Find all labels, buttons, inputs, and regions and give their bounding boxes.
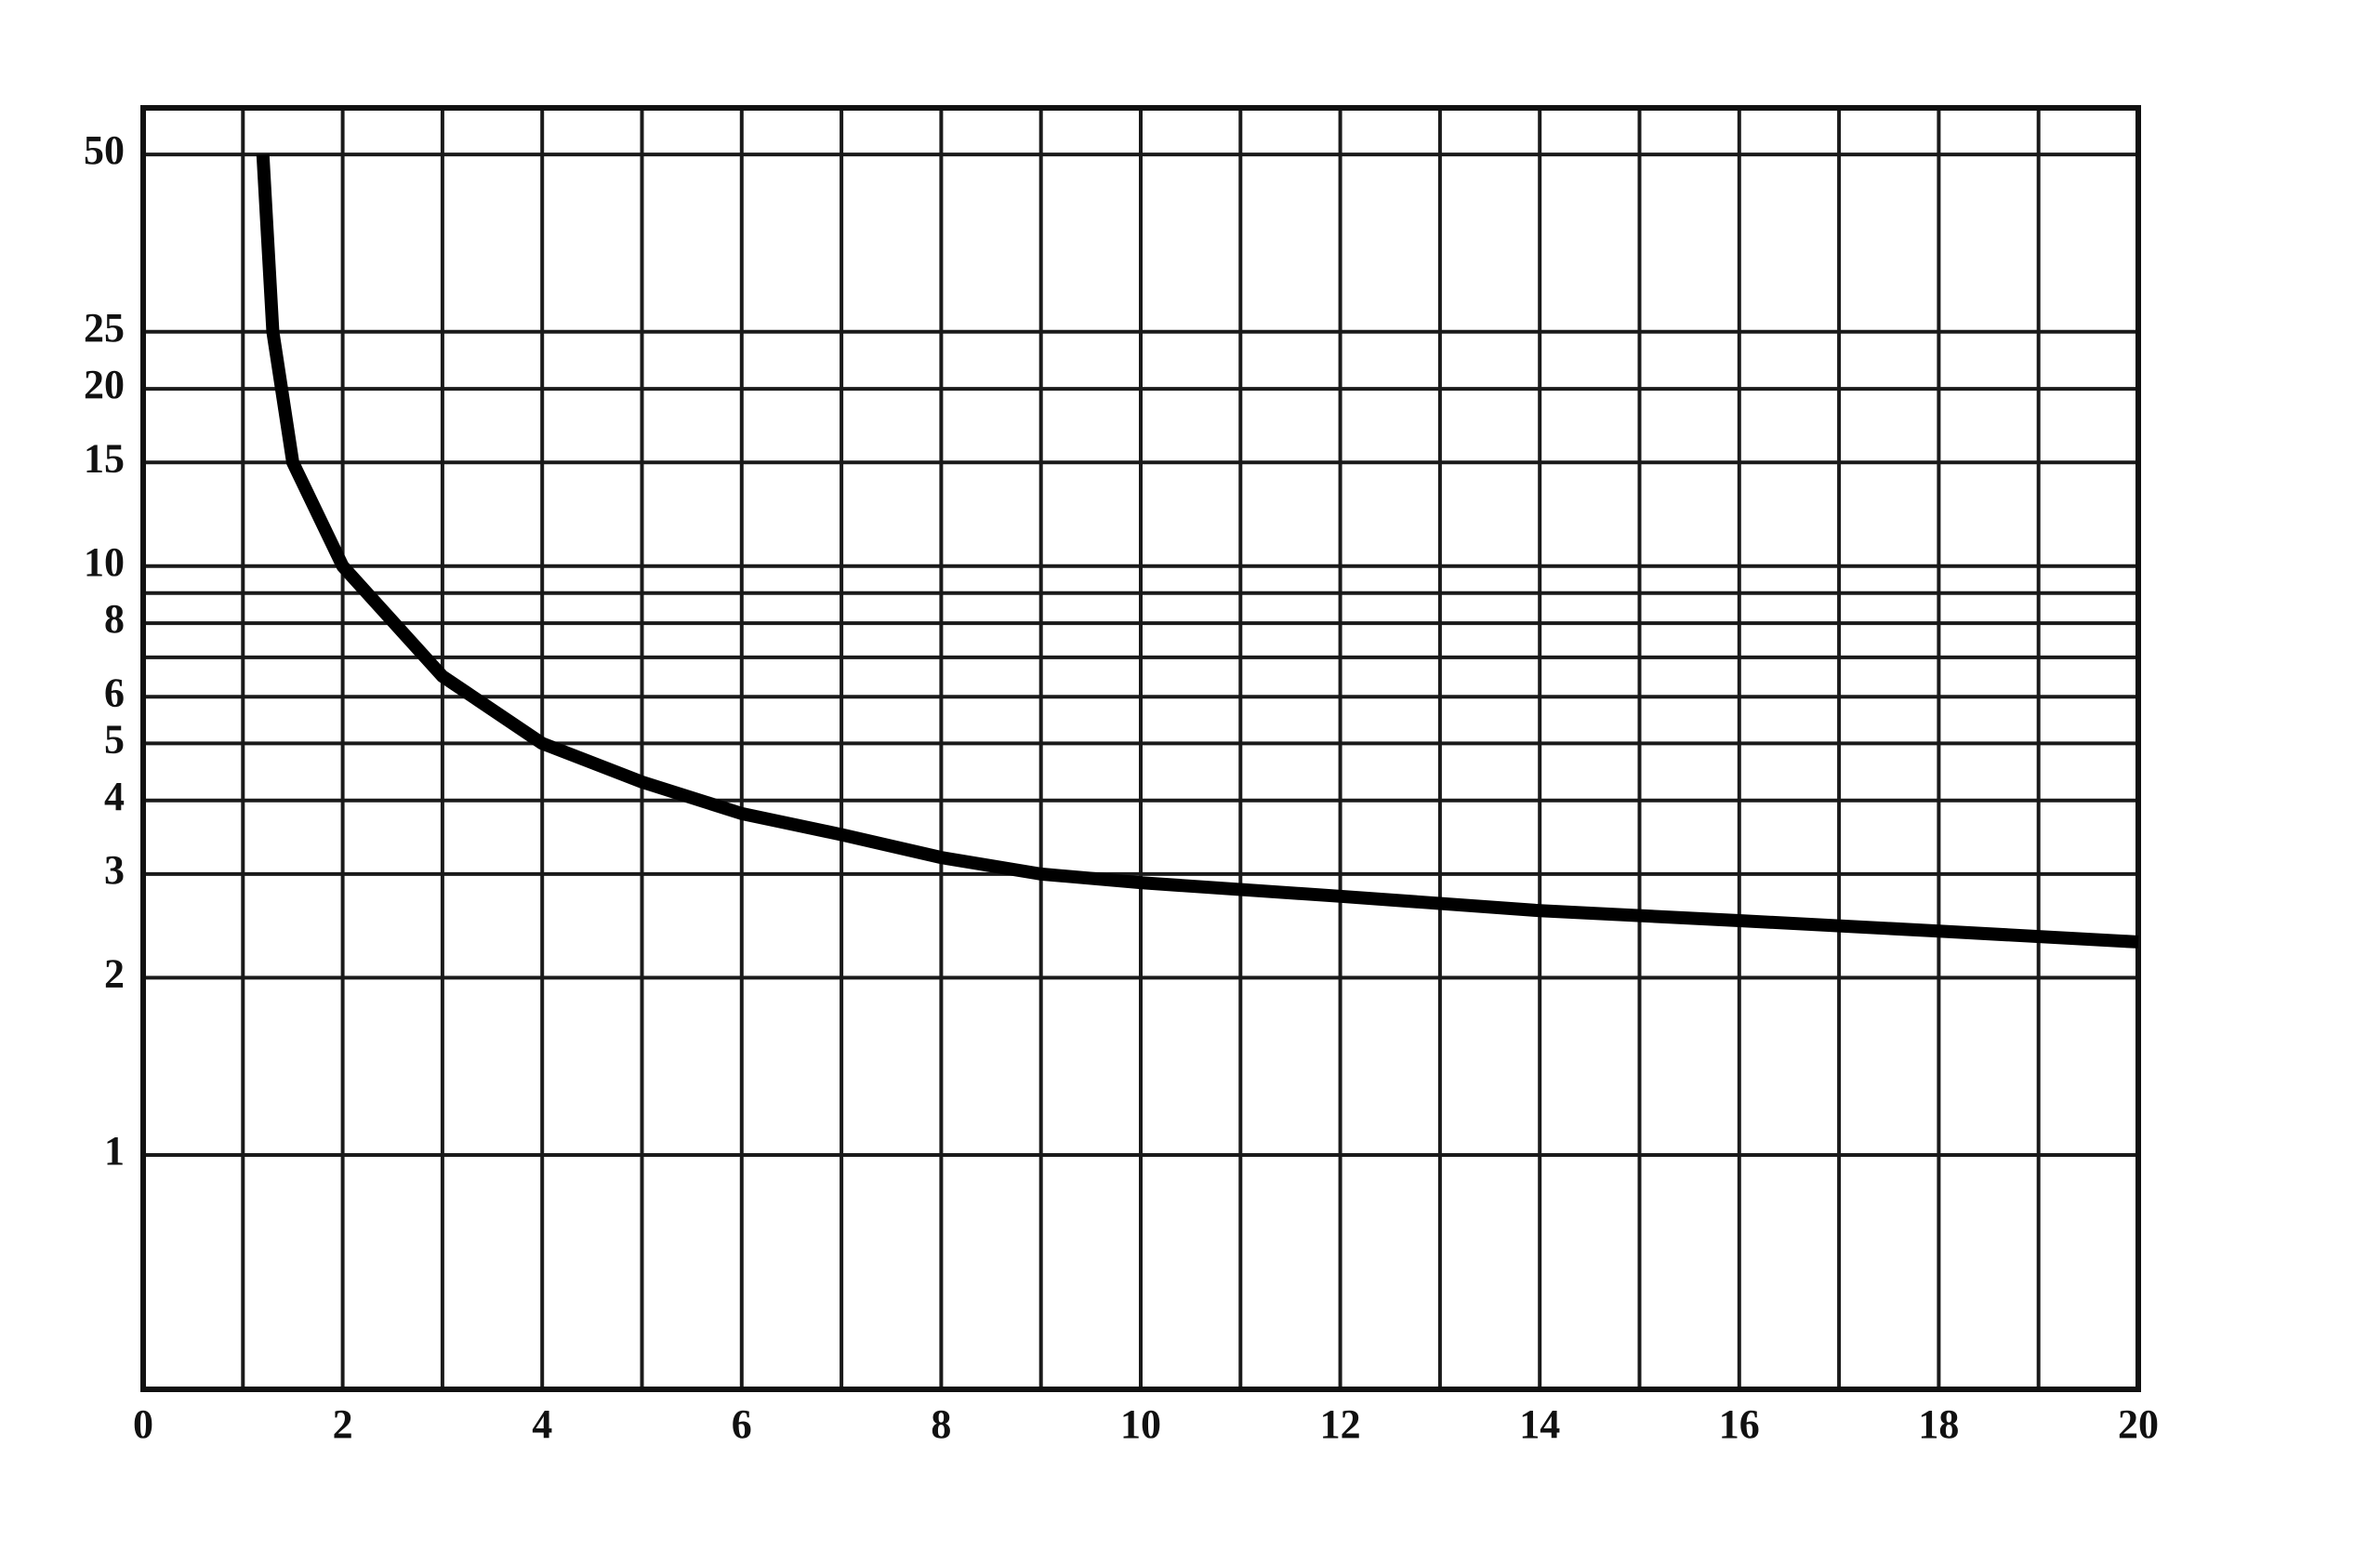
y-tick-label: 2 (104, 950, 125, 996)
y-tick-label: 6 (104, 670, 125, 715)
y-tick-label: 5 (104, 716, 125, 762)
y-tick-label: 3 (104, 847, 125, 893)
x-tick-label: 6 (732, 1401, 752, 1447)
x-tick-label: 0 (133, 1401, 153, 1447)
y-tick-label: 4 (104, 774, 125, 819)
x-tick-label: 2 (333, 1401, 353, 1447)
x-tick-label: 18 (1918, 1401, 1959, 1447)
x-tick-label: 8 (931, 1401, 951, 1447)
y-tick-label: 25 (84, 305, 125, 351)
data-line (256, 153, 2139, 949)
y-tick-label: 15 (84, 435, 125, 481)
x-tick-label: 12 (1320, 1401, 1361, 1447)
y-tick-label: 8 (104, 596, 125, 642)
y-tick-label: 10 (84, 539, 125, 585)
y-tick-label: 1 (104, 1128, 125, 1174)
y-tick-label: 50 (84, 127, 125, 173)
x-tick-label: 14 (1519, 1401, 1560, 1447)
plot-frame (140, 105, 2141, 1392)
x-tick-label: 10 (1120, 1401, 1161, 1447)
x-tick-label: 4 (532, 1401, 552, 1447)
x-tick-label: 16 (1719, 1401, 1760, 1447)
x-tick-label: 20 (2118, 1401, 2159, 1447)
y-tick-label: 20 (84, 362, 125, 407)
